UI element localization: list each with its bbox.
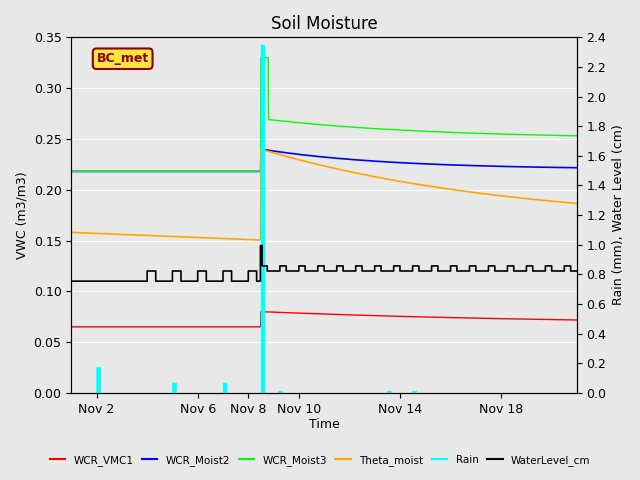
Line: Theta_moist: Theta_moist: [71, 149, 577, 240]
Theta_moist: [257, 237, 264, 243]
X-axis label: Time: Time: [308, 419, 339, 432]
Line: WCR_VMC1: WCR_VMC1: [71, 312, 577, 327]
WCR_Moist2: [559, 165, 566, 170]
WCR_VMC1: [300, 311, 308, 316]
WCR_Moist2: [300, 152, 308, 158]
Theta_moist: [300, 158, 308, 164]
WCR_Moist3: [67, 168, 75, 174]
WCR_Moist3: [558, 132, 566, 138]
Theta_moist: [466, 189, 474, 195]
Theta_moist: [559, 199, 566, 205]
Theta_moist: [573, 201, 580, 206]
Theta_moist: [93, 230, 101, 236]
WCR_Moist2: [573, 165, 580, 170]
Line: WCR_Moist3: WCR_Moist3: [71, 58, 577, 171]
WCR_Moist3: [314, 121, 321, 127]
WaterLevel_cm: [558, 268, 566, 274]
WCR_Moist3: [573, 133, 580, 139]
Theta_moist: [559, 199, 566, 205]
WCR_VMC1: [559, 317, 566, 323]
Theta_moist: [67, 229, 75, 235]
WCR_Moist2: [257, 146, 265, 152]
Line: WCR_Moist2: WCR_Moist2: [71, 149, 577, 171]
WCR_VMC1: [573, 317, 580, 323]
Theta_moist: [257, 146, 265, 152]
WCR_VMC1: [67, 324, 75, 330]
WCR_VMC1: [558, 317, 566, 323]
WCR_Moist2: [314, 154, 321, 159]
WaterLevel_cm: [93, 278, 101, 284]
WCR_Moist2: [466, 163, 474, 168]
Title: Soil Moisture: Soil Moisture: [271, 15, 378, 33]
Line: WaterLevel_cm: WaterLevel_cm: [71, 246, 577, 281]
WCR_Moist2: [93, 168, 101, 174]
WCR_Moist2: [558, 165, 566, 170]
WaterLevel_cm: [573, 268, 580, 274]
WCR_VMC1: [257, 309, 265, 314]
WaterLevel_cm: [466, 263, 474, 269]
Y-axis label: Rain (mm), Water Level (cm): Rain (mm), Water Level (cm): [612, 125, 625, 305]
WCR_Moist2: [67, 168, 75, 174]
Legend: WCR_VMC1, WCR_Moist2, WCR_Moist3, Theta_moist, Rain, WaterLevel_cm: WCR_VMC1, WCR_Moist2, WCR_Moist3, Theta_…: [45, 451, 595, 470]
WCR_Moist3: [93, 168, 101, 174]
WCR_Moist3: [257, 55, 265, 60]
WaterLevel_cm: [314, 268, 321, 274]
WaterLevel_cm: [257, 243, 264, 249]
WCR_Moist3: [300, 120, 308, 126]
WaterLevel_cm: [67, 278, 75, 284]
WCR_VMC1: [93, 324, 101, 330]
Text: BC_met: BC_met: [97, 52, 149, 65]
WCR_VMC1: [466, 315, 474, 321]
WCR_VMC1: [314, 311, 321, 317]
WCR_Moist3: [466, 130, 474, 136]
WaterLevel_cm: [559, 268, 566, 274]
Theta_moist: [314, 162, 321, 168]
WCR_Moist3: [559, 132, 566, 138]
Y-axis label: VWC (m3/m3): VWC (m3/m3): [15, 171, 28, 259]
WaterLevel_cm: [300, 263, 308, 269]
